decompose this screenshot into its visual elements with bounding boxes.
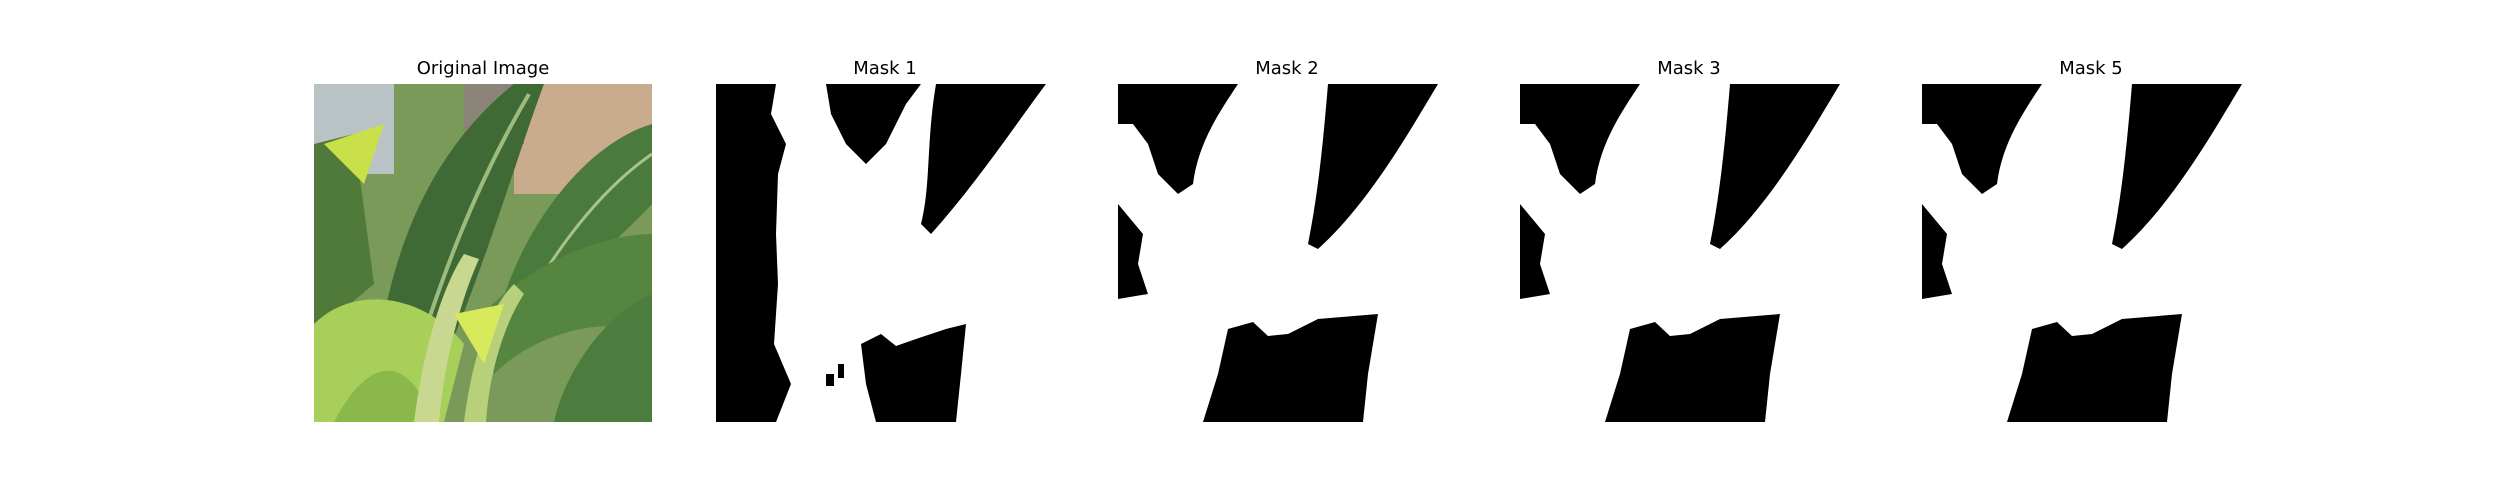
- panel-title: Original Image: [416, 58, 550, 79]
- binary-mask: [716, 84, 1054, 422]
- mask-1: [716, 84, 1054, 422]
- original-image: [314, 84, 652, 422]
- binary-mask: [1520, 84, 1858, 422]
- panel-title: Mask 5: [2059, 58, 2123, 79]
- binary-mask: [1922, 84, 2260, 422]
- panel-title: Mask 1: [853, 58, 917, 79]
- mask-3: [1520, 84, 1858, 422]
- panel-title: Mask 2: [1255, 58, 1319, 79]
- panel-title: Mask 3: [1657, 58, 1721, 79]
- mask-2: [1118, 84, 1456, 422]
- mask-5: [1922, 84, 2260, 422]
- binary-mask: [1118, 84, 1456, 422]
- leafy-plant-photo: [314, 84, 652, 422]
